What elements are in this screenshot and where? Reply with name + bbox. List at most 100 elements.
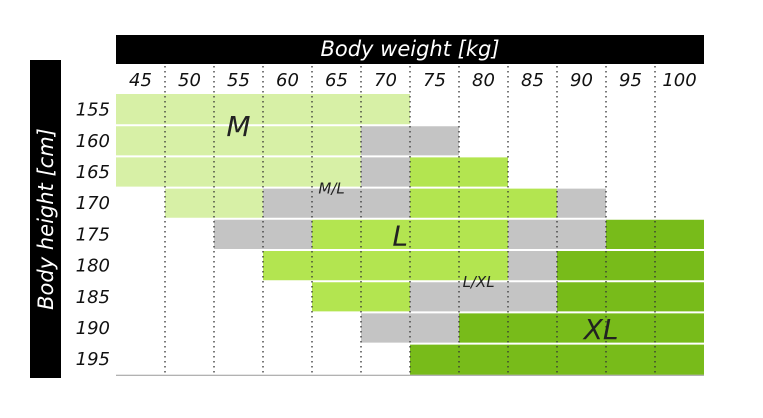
size-cell-180-100 [655, 250, 704, 282]
size-cell-195-85 [508, 343, 557, 375]
size-cell-175-60 [263, 218, 312, 250]
size-cell-180-85 [508, 250, 557, 282]
size-cell-160-50 [165, 125, 214, 157]
size-cell-155-55 [214, 94, 263, 126]
size-cell-165-50 [165, 156, 214, 188]
size-cell-195-80 [459, 343, 508, 375]
size-cell-160-60 [263, 125, 312, 157]
size-cell-185-80 [459, 281, 508, 313]
size-cell-155-65 [312, 94, 361, 126]
x-tick-label: 65 [325, 70, 348, 91]
size-cell-190-80 [459, 312, 508, 344]
x-tick-label: 75 [423, 70, 446, 91]
size-cell-180-70 [361, 250, 410, 282]
x-tick-label: 95 [619, 70, 642, 91]
y-tick-label: 165 [76, 162, 110, 183]
size-cell-185-65 [312, 281, 361, 313]
size-label: M [226, 110, 250, 143]
size-cell-195-90 [557, 343, 606, 375]
size-cell-165-45 [116, 156, 165, 188]
size-cell-160-65 [312, 125, 361, 157]
size-cell-175-85 [508, 218, 557, 250]
y-tick-label: 195 [76, 349, 110, 370]
x-axis-title: Body weight [kg] [320, 37, 500, 61]
size-label: XL [582, 313, 619, 346]
size-cell-155-45 [116, 94, 165, 126]
size-cell-180-65 [312, 250, 361, 282]
size-cell-155-50 [165, 94, 214, 126]
size-cell-155-70 [361, 94, 410, 126]
size-cell-160-55 [214, 125, 263, 157]
size-cell-195-75 [410, 343, 459, 375]
size-cell-165-55 [214, 156, 263, 188]
size-cell-180-75 [410, 250, 459, 282]
size-cell-190-70 [361, 312, 410, 344]
x-tick-label: 80 [472, 70, 495, 91]
size-label: L/XL [463, 273, 495, 291]
size-cell-185-85 [508, 281, 557, 313]
size-cell-170-90 [557, 187, 606, 219]
size-label: L [392, 219, 408, 252]
y-tick-label: 185 [76, 287, 110, 308]
x-tick-label: 90 [570, 70, 593, 91]
size-cell-175-65 [312, 218, 361, 250]
size-cell-175-70 [361, 218, 410, 250]
size-cell-175-100 [655, 218, 704, 250]
size-cell-175-80 [459, 218, 508, 250]
size-cell-170-75 [410, 187, 459, 219]
size-cell-185-90 [557, 281, 606, 313]
y-tick-label: 180 [76, 256, 110, 277]
size-cell-190-75 [410, 312, 459, 344]
size-cell-195-100 [655, 343, 704, 375]
size-cell-170-60 [263, 187, 312, 219]
size-cell-165-80 [459, 156, 508, 188]
y-tick-label: 170 [76, 193, 110, 214]
y-tick-label: 155 [76, 100, 110, 121]
size-cell-185-95 [606, 281, 655, 313]
size-label: M/L [318, 180, 344, 198]
size-cell-185-70 [361, 281, 410, 313]
y-axis-title-bar: Body height [cm] [30, 60, 61, 378]
size-cell-175-95 [606, 218, 655, 250]
size-cell-165-75 [410, 156, 459, 188]
y-tick-label: 175 [76, 224, 110, 245]
x-axis-title-bar: Body weight [kg] [116, 35, 704, 64]
size-cell-175-55 [214, 218, 263, 250]
size-cell-185-75 [410, 281, 459, 313]
size-cell-170-85 [508, 187, 557, 219]
size-cell-165-65 [312, 156, 361, 188]
y-tick-label: 190 [76, 318, 110, 339]
x-tick-label: 55 [227, 70, 250, 91]
size-cell-180-90 [557, 250, 606, 282]
x-tick-label: 45 [129, 70, 152, 91]
size-cell-165-60 [263, 156, 312, 188]
size-cell-180-60 [263, 250, 312, 282]
size-cell-170-55 [214, 187, 263, 219]
size-cell-190-85 [508, 312, 557, 344]
y-tick-label: 160 [76, 131, 110, 152]
size-cell-190-95 [606, 312, 655, 344]
x-tick-label: 70 [374, 70, 397, 91]
size-cell-170-80 [459, 187, 508, 219]
size-cell-170-70 [361, 187, 410, 219]
size-cell-160-70 [361, 125, 410, 157]
size-cell-165-70 [361, 156, 410, 188]
size-cell-180-80 [459, 250, 508, 282]
x-tick-label: 60 [276, 70, 299, 91]
size-cell-170-65 [312, 187, 361, 219]
size-cell-185-100 [655, 281, 704, 313]
size-cell-160-75 [410, 125, 459, 157]
size-cell-160-45 [116, 125, 165, 157]
size-cell-190-100 [655, 312, 704, 344]
x-tick-label: 85 [521, 70, 544, 91]
size-cell-175-90 [557, 218, 606, 250]
size-cell-155-60 [263, 94, 312, 126]
size-cell-180-95 [606, 250, 655, 282]
size-cell-190-90 [557, 312, 606, 344]
x-tick-label: 100 [662, 70, 696, 91]
size-cell-175-75 [410, 218, 459, 250]
x-tick-label: 50 [178, 70, 201, 91]
size-cell-170-50 [165, 187, 214, 219]
size-cell-195-95 [606, 343, 655, 375]
